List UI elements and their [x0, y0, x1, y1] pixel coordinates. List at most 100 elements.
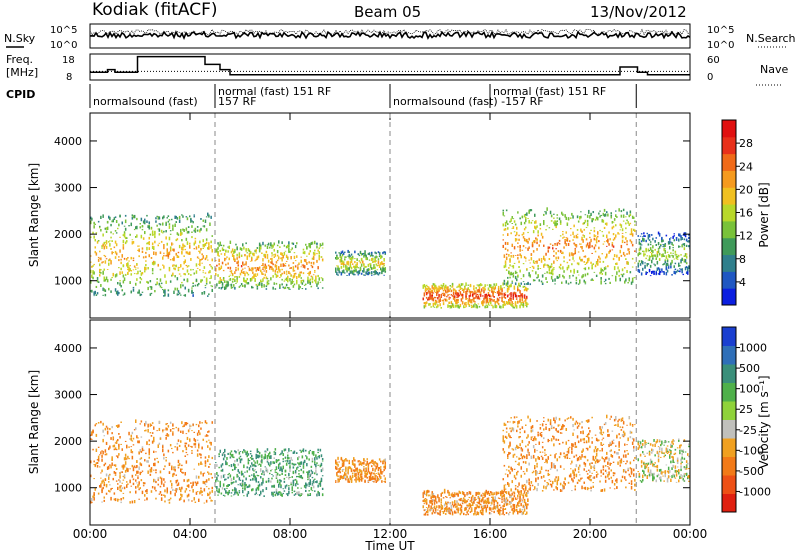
echo-cell: [106, 220, 109, 224]
echo-cell: [424, 287, 427, 291]
echo-cell: [483, 290, 485, 294]
echo-cell: [101, 247, 103, 249]
echo-cell: [136, 263, 138, 265]
echo-cell: [319, 448, 322, 452]
echo-cell: [176, 254, 179, 258]
echo-cell: [185, 422, 188, 426]
echo-cell: [298, 284, 300, 288]
echo-cell: [194, 230, 197, 233]
echo-cell: [461, 500, 464, 502]
echo-cell: [306, 483, 308, 487]
echo-cell: [497, 288, 500, 291]
echo-cell: [589, 215, 591, 219]
echo-cell: [235, 452, 237, 454]
echo-cell: [299, 286, 301, 288]
echo-cell: [501, 300, 503, 302]
echo-cell: [208, 430, 210, 433]
echo-cell: [474, 509, 476, 512]
echo-cell: [256, 449, 259, 453]
echo-cell: [140, 472, 143, 474]
echo-cell: [209, 491, 211, 495]
echo-cell: [589, 245, 591, 249]
echo-cell: [516, 226, 518, 230]
echo-cell: [430, 500, 432, 503]
echo-cell: [510, 505, 512, 508]
echo-cell: [175, 221, 178, 223]
echo-cell: [118, 292, 120, 295]
echo-cell: [176, 484, 179, 487]
echo-cell: [487, 302, 490, 303]
echo-cell: [539, 239, 542, 243]
echo-cell: [580, 243, 582, 245]
echo-cell: [486, 305, 489, 308]
echo-cell: [92, 448, 94, 451]
echo-cell: [225, 264, 227, 266]
echo-cell: [128, 431, 130, 436]
echo-cell: [308, 451, 310, 455]
echo-cell: [606, 254, 608, 258]
echo-cell: [163, 453, 165, 457]
echo-cell: [494, 496, 497, 500]
echo-cell: [256, 448, 259, 451]
echo-cell: [311, 490, 314, 492]
echo-cell: [618, 270, 620, 273]
echo-cell: [258, 281, 261, 285]
echo-cell: [550, 214, 553, 218]
echo-cell: [129, 233, 131, 236]
echo-cell: [642, 236, 644, 238]
echo-cell: [437, 288, 439, 291]
echo-cell: [128, 446, 130, 448]
echo-cell: [233, 250, 235, 254]
echo-cell: [584, 281, 587, 284]
echo-cell: [99, 454, 101, 456]
echo-cell: [253, 470, 255, 472]
echo-cell: [656, 267, 659, 271]
echo-cell: [180, 294, 182, 296]
echo-cell: [120, 258, 122, 261]
echo-cell: [446, 299, 448, 302]
echo-cell: [92, 495, 94, 498]
echo-cell: [618, 258, 620, 261]
echo-cell: [372, 467, 374, 472]
echo-cell: [516, 272, 518, 274]
echo-cell: [252, 271, 254, 274]
echo-cell: [517, 254, 519, 256]
echo-cell: [472, 494, 474, 498]
echo-cell: [227, 476, 229, 479]
echo-cell: [138, 245, 140, 247]
echo-cell: [119, 485, 121, 489]
echo-cell: [372, 480, 374, 482]
echo-cell: [91, 434, 93, 436]
echo-cell: [364, 467, 366, 470]
echo-cell: [302, 248, 305, 251]
echo-cell: [500, 510, 502, 512]
echo-cell: [127, 483, 129, 485]
echo-cell: [292, 484, 295, 486]
echo-cell: [476, 501, 479, 503]
echo-cell: [163, 265, 165, 269]
echo-cell: [638, 241, 641, 245]
echo-cell: [255, 465, 258, 467]
echo-cell: [184, 273, 187, 276]
echo-cell: [441, 491, 444, 493]
echo-cell: [104, 227, 107, 230]
echo-cell: [318, 255, 321, 258]
echo-cell: [310, 275, 313, 278]
echo-cell: [165, 434, 167, 437]
echo-cell: [628, 278, 631, 282]
echo-cell: [129, 265, 131, 267]
echo-cell: [349, 467, 352, 470]
echo-cell: [205, 499, 208, 503]
echo-cell: [91, 501, 93, 504]
echo-cell: [378, 478, 381, 481]
echo-cell: [580, 246, 582, 248]
echo-cell: [603, 241, 606, 243]
echo-cell: [137, 270, 139, 275]
echo-cell: [528, 259, 530, 261]
echo-cell: [247, 248, 250, 252]
echo-cell: [298, 493, 300, 496]
echo-cell: [470, 299, 473, 301]
echo-cell: [148, 453, 151, 456]
echo-cell: [597, 231, 599, 235]
echo-cell: [115, 480, 118, 482]
